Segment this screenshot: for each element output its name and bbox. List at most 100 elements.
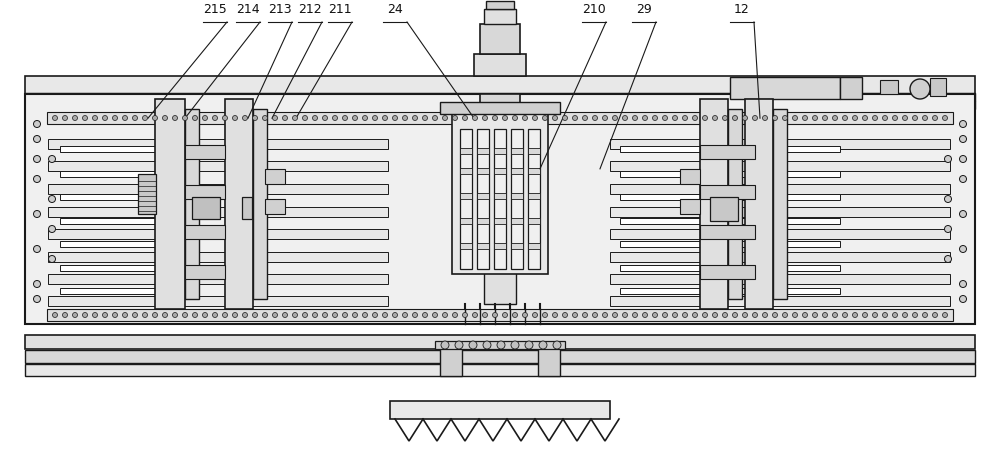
Circle shape <box>342 115 348 121</box>
Circle shape <box>497 341 505 349</box>
Circle shape <box>52 115 58 121</box>
Circle shape <box>362 115 368 121</box>
Circle shape <box>192 312 198 318</box>
Bar <box>225 99 253 309</box>
Circle shape <box>202 312 208 318</box>
Bar <box>185 185 225 199</box>
Bar <box>460 129 472 269</box>
Circle shape <box>753 115 758 121</box>
Bar <box>680 169 700 184</box>
Circle shape <box>512 312 518 318</box>
Bar <box>528 218 540 224</box>
Circle shape <box>702 312 708 318</box>
Circle shape <box>322 115 328 121</box>
Circle shape <box>441 341 449 349</box>
Circle shape <box>422 115 428 121</box>
Circle shape <box>122 312 128 318</box>
Circle shape <box>212 115 218 121</box>
Circle shape <box>392 312 398 318</box>
Bar <box>880 80 898 94</box>
Circle shape <box>553 341 561 349</box>
Circle shape <box>442 312 448 318</box>
Bar <box>680 199 700 214</box>
Circle shape <box>283 312 288 318</box>
Circle shape <box>883 115 888 121</box>
Circle shape <box>52 312 58 318</box>
Circle shape <box>912 312 918 318</box>
Circle shape <box>272 115 278 121</box>
Circle shape <box>562 312 568 318</box>
Bar <box>610 252 950 262</box>
Bar <box>700 225 755 239</box>
Circle shape <box>143 115 148 121</box>
Circle shape <box>960 245 966 252</box>
Circle shape <box>960 280 966 287</box>
Bar <box>620 146 840 152</box>
Circle shape <box>432 115 438 121</box>
Bar <box>494 243 506 249</box>
Bar <box>390 401 610 419</box>
Bar <box>620 218 840 224</box>
Text: 212: 212 <box>298 3 322 16</box>
Circle shape <box>482 115 488 121</box>
Circle shape <box>922 312 928 318</box>
Bar <box>192 197 220 219</box>
Circle shape <box>232 312 238 318</box>
Circle shape <box>712 312 718 318</box>
Circle shape <box>332 312 338 318</box>
Circle shape <box>222 312 228 318</box>
Circle shape <box>872 115 878 121</box>
Circle shape <box>182 312 188 318</box>
Bar <box>25 94 47 324</box>
Circle shape <box>944 226 952 233</box>
Circle shape <box>902 312 908 318</box>
Circle shape <box>402 312 408 318</box>
Bar <box>930 78 946 96</box>
Circle shape <box>232 115 238 121</box>
Circle shape <box>532 115 538 121</box>
Circle shape <box>302 312 308 318</box>
Bar <box>477 148 489 154</box>
Circle shape <box>944 156 952 162</box>
Circle shape <box>82 312 88 318</box>
Circle shape <box>763 312 768 318</box>
Circle shape <box>772 312 778 318</box>
Bar <box>460 243 472 249</box>
Circle shape <box>392 115 398 121</box>
Bar <box>185 225 225 239</box>
Circle shape <box>742 312 748 318</box>
Bar <box>48 161 388 171</box>
Circle shape <box>722 312 728 318</box>
Bar <box>60 241 190 247</box>
Circle shape <box>772 115 778 121</box>
Bar <box>700 145 755 159</box>
Circle shape <box>92 115 98 121</box>
Circle shape <box>473 115 478 121</box>
Circle shape <box>910 79 930 99</box>
Circle shape <box>262 115 268 121</box>
Circle shape <box>642 312 648 318</box>
Circle shape <box>562 115 568 121</box>
Circle shape <box>552 115 558 121</box>
Bar <box>460 193 472 199</box>
Circle shape <box>792 312 798 318</box>
Circle shape <box>473 312 478 318</box>
Bar <box>511 168 523 174</box>
Circle shape <box>132 312 138 318</box>
Circle shape <box>103 312 108 318</box>
Circle shape <box>152 115 158 121</box>
Bar <box>48 184 388 194</box>
Bar <box>494 218 506 224</box>
Bar <box>452 109 548 274</box>
Circle shape <box>822 312 828 318</box>
Bar <box>48 207 388 217</box>
Text: 210: 210 <box>582 3 606 16</box>
Circle shape <box>48 226 56 233</box>
Circle shape <box>72 312 78 318</box>
Bar <box>48 252 388 262</box>
Circle shape <box>173 312 178 318</box>
Bar <box>620 241 840 247</box>
Bar <box>484 104 516 304</box>
Circle shape <box>62 115 68 121</box>
Circle shape <box>532 312 538 318</box>
